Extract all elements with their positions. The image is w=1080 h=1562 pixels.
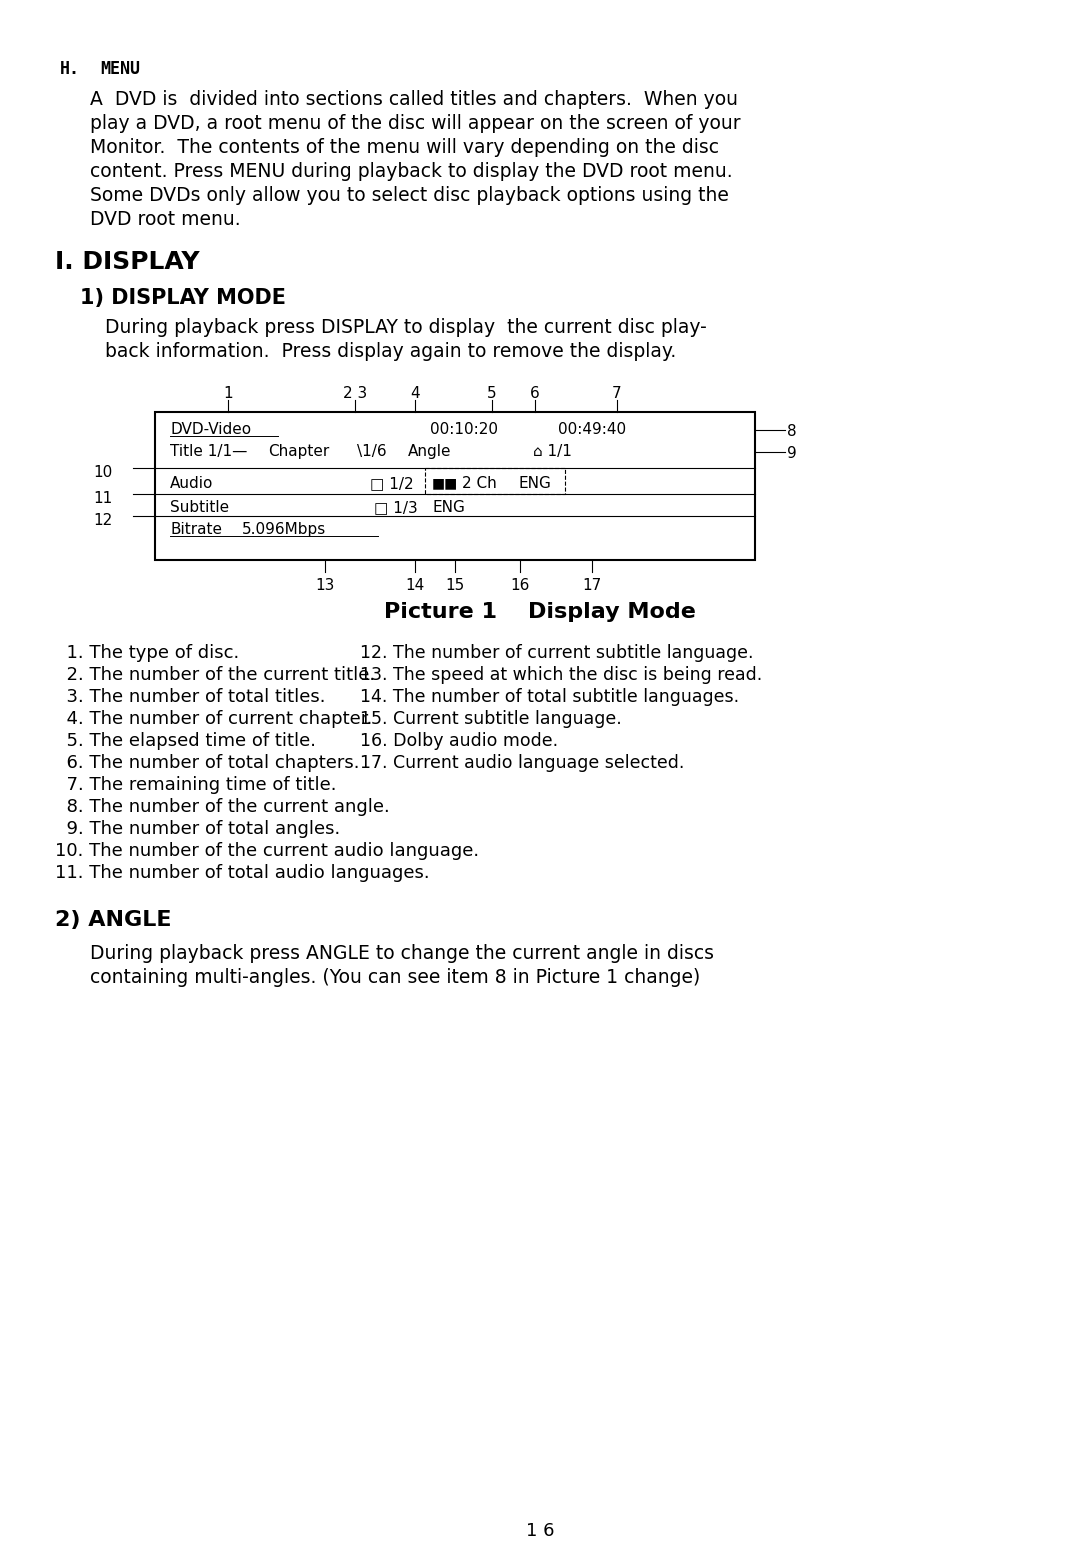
Text: □ 1/2: □ 1/2: [370, 476, 414, 490]
Text: \1/6: \1/6: [357, 444, 387, 459]
Text: 2 Ch: 2 Ch: [462, 476, 497, 490]
Text: 4: 4: [410, 386, 420, 401]
Text: 17. Current audio language selected.: 17. Current audio language selected.: [360, 754, 685, 772]
Text: H.: H.: [60, 59, 80, 78]
Text: 16. Dolby audio mode.: 16. Dolby audio mode.: [360, 733, 558, 750]
Text: Audio: Audio: [170, 476, 214, 490]
Text: 6. The number of total chapters.: 6. The number of total chapters.: [55, 754, 360, 772]
Bar: [156, 412, 755, 561]
Text: containing multi-angles. (You can see item 8 in Picture 1 change): containing multi-angles. (You can see it…: [90, 968, 700, 987]
Text: 8: 8: [787, 423, 797, 439]
Text: Some DVDs only allow you to select disc playback options using the: Some DVDs only allow you to select disc …: [90, 186, 729, 205]
Text: 9. The number of total angles.: 9. The number of total angles.: [55, 820, 340, 837]
Text: □ 1/3: □ 1/3: [374, 500, 418, 515]
Text: 13. The speed at which the disc is being read.: 13. The speed at which the disc is being…: [360, 665, 762, 684]
Text: ENG: ENG: [432, 500, 464, 515]
Text: 17: 17: [582, 578, 602, 594]
Text: content. Press MENU during playback to display the DVD root menu.: content. Press MENU during playback to d…: [90, 162, 732, 181]
Text: Subtitle: Subtitle: [170, 500, 229, 515]
Text: 2. The number of the current title.: 2. The number of the current title.: [55, 665, 375, 684]
Text: 1: 1: [224, 386, 233, 401]
Text: 12. The number of current subtitle language.: 12. The number of current subtitle langu…: [360, 644, 754, 662]
Text: 4. The number of current chapter.: 4. The number of current chapter.: [55, 711, 373, 728]
Text: 11. The number of total audio languages.: 11. The number of total audio languages.: [55, 864, 430, 883]
Text: 7. The remaining time of title.: 7. The remaining time of title.: [55, 776, 337, 793]
Text: ■■: ■■: [432, 476, 458, 490]
Text: Monitor.  The contents of the menu will vary depending on the disc: Monitor. The contents of the menu will v…: [90, 137, 719, 158]
Text: Bitrate: Bitrate: [170, 522, 222, 537]
Text: 00:49:40: 00:49:40: [558, 422, 626, 437]
Text: 14. The number of total subtitle languages.: 14. The number of total subtitle languag…: [360, 687, 739, 706]
Text: DVD-Video: DVD-Video: [170, 422, 252, 437]
Text: Title 1/1—: Title 1/1—: [170, 444, 247, 459]
Text: ENG: ENG: [519, 476, 552, 490]
Text: 5.096Mbps: 5.096Mbps: [242, 522, 326, 537]
Text: 2) ANGLE: 2) ANGLE: [55, 911, 172, 929]
Text: 5: 5: [487, 386, 497, 401]
Text: 9: 9: [787, 447, 797, 461]
Text: 1. The type of disc.: 1. The type of disc.: [55, 644, 240, 662]
Text: 14: 14: [405, 578, 424, 594]
Text: play a DVD, a root menu of the disc will appear on the screen of your: play a DVD, a root menu of the disc will…: [90, 114, 741, 133]
Text: 7: 7: [612, 386, 622, 401]
Text: 1 6: 1 6: [526, 1521, 554, 1540]
Text: I. DISPLAY: I. DISPLAY: [55, 250, 200, 273]
Text: 10. The number of the current audio language.: 10. The number of the current audio lang…: [55, 842, 480, 861]
Text: 15. Current subtitle language.: 15. Current subtitle language.: [360, 711, 622, 728]
Text: DVD root menu.: DVD root menu.: [90, 209, 241, 230]
Text: During playback press DISPLAY to display  the current disc play-: During playback press DISPLAY to display…: [105, 319, 706, 337]
Text: 3. The number of total titles.: 3. The number of total titles.: [55, 687, 325, 706]
Text: Chapter: Chapter: [268, 444, 329, 459]
Text: 13: 13: [315, 578, 335, 594]
Text: MENU: MENU: [100, 59, 140, 78]
Text: A  DVD is  divided into sections called titles and chapters.  When you: A DVD is divided into sections called ti…: [90, 91, 738, 109]
Text: 1) DISPLAY MODE: 1) DISPLAY MODE: [80, 287, 286, 308]
Text: 6: 6: [530, 386, 540, 401]
Text: Angle: Angle: [408, 444, 451, 459]
Text: 00:10:20: 00:10:20: [430, 422, 498, 437]
Text: During playback press ANGLE to change the current angle in discs: During playback press ANGLE to change th…: [90, 943, 714, 964]
Text: Picture 1    Display Mode: Picture 1 Display Mode: [384, 601, 696, 622]
Text: 5. The elapsed time of title.: 5. The elapsed time of title.: [55, 733, 316, 750]
Text: 12: 12: [94, 512, 113, 528]
Text: 11: 11: [94, 490, 113, 506]
Text: 15: 15: [445, 578, 464, 594]
Text: 2 3: 2 3: [342, 386, 367, 401]
Text: back information.  Press display again to remove the display.: back information. Press display again to…: [105, 342, 676, 361]
Text: 16: 16: [511, 578, 529, 594]
Text: 10: 10: [94, 465, 113, 480]
Text: 8. The number of the current angle.: 8. The number of the current angle.: [55, 798, 390, 815]
Text: ⌂ 1/1: ⌂ 1/1: [534, 444, 572, 459]
